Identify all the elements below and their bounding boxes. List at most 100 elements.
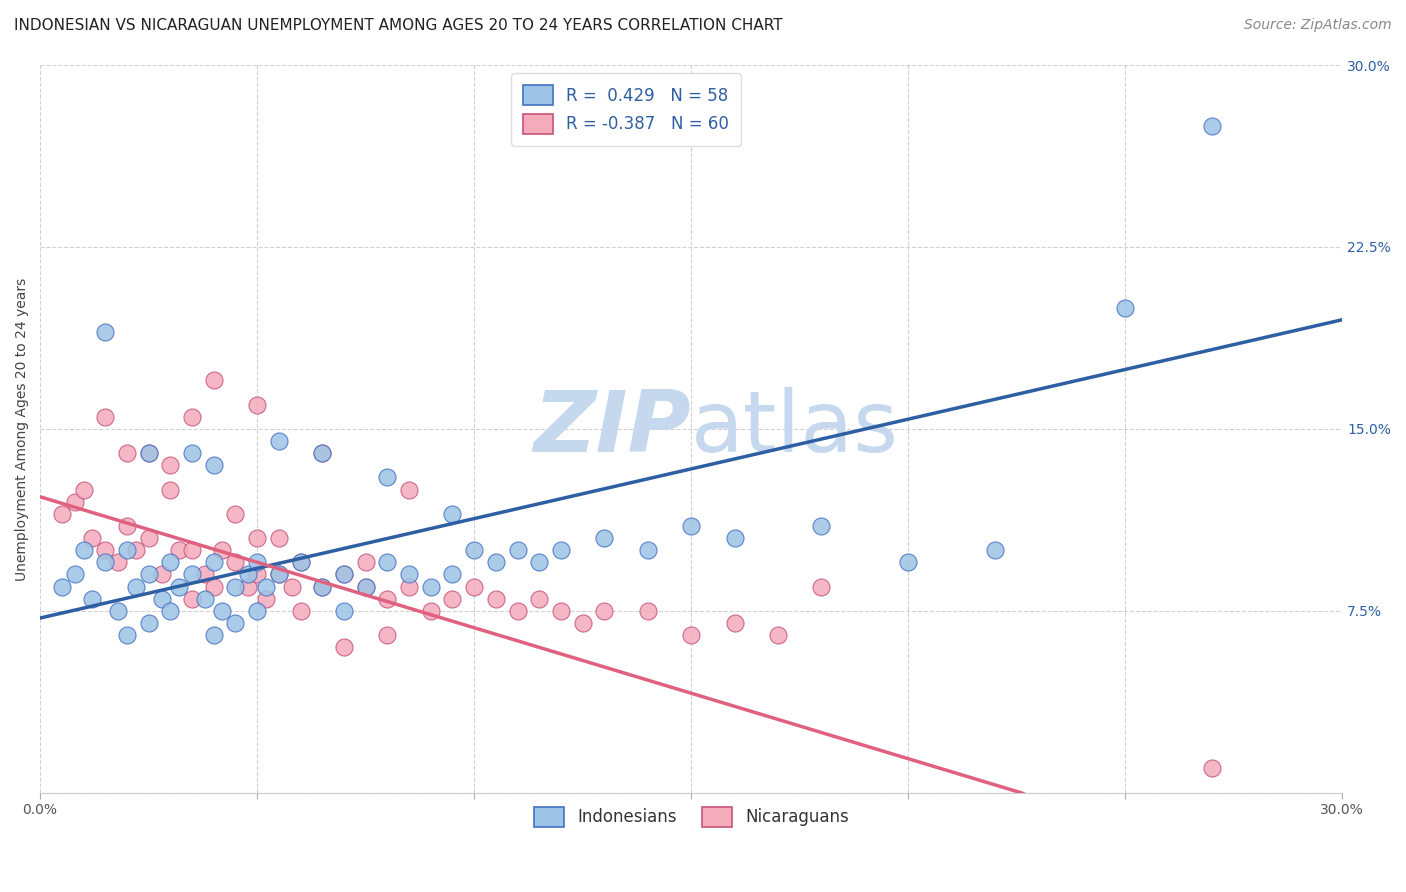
- Point: [333, 640, 356, 654]
- Point: [238, 567, 260, 582]
- Point: [506, 543, 529, 558]
- Point: [107, 555, 129, 569]
- Point: [375, 470, 398, 484]
- Point: [441, 591, 464, 606]
- Point: [246, 398, 269, 412]
- Point: [138, 615, 160, 630]
- Point: [419, 580, 441, 594]
- Point: [419, 604, 441, 618]
- Point: [224, 580, 246, 594]
- Point: [550, 543, 572, 558]
- Point: [159, 458, 181, 473]
- Point: [181, 446, 204, 460]
- Point: [1201, 761, 1223, 775]
- Point: [63, 567, 86, 582]
- Point: [246, 555, 269, 569]
- Point: [593, 604, 616, 618]
- Point: [202, 373, 225, 387]
- Point: [506, 604, 529, 618]
- Point: [463, 580, 485, 594]
- Point: [637, 543, 659, 558]
- Point: [333, 567, 356, 582]
- Point: [441, 567, 464, 582]
- Point: [550, 604, 572, 618]
- Point: [441, 507, 464, 521]
- Point: [593, 531, 616, 545]
- Point: [1201, 119, 1223, 133]
- Point: [246, 604, 269, 618]
- Text: atlas: atlas: [692, 387, 900, 470]
- Point: [281, 580, 304, 594]
- Point: [94, 409, 117, 424]
- Point: [72, 483, 94, 497]
- Point: [354, 555, 377, 569]
- Point: [1114, 301, 1136, 315]
- Point: [723, 531, 745, 545]
- Point: [254, 580, 277, 594]
- Point: [246, 531, 269, 545]
- Point: [224, 615, 246, 630]
- Point: [398, 483, 420, 497]
- Y-axis label: Unemployment Among Ages 20 to 24 years: Unemployment Among Ages 20 to 24 years: [15, 277, 30, 581]
- Point: [290, 604, 312, 618]
- Point: [224, 507, 246, 521]
- Point: [181, 543, 204, 558]
- Point: [984, 543, 1007, 558]
- Point: [181, 409, 204, 424]
- Point: [723, 615, 745, 630]
- Point: [311, 446, 333, 460]
- Point: [211, 543, 233, 558]
- Point: [810, 580, 832, 594]
- Point: [267, 434, 290, 448]
- Point: [529, 591, 551, 606]
- Point: [51, 580, 73, 594]
- Point: [254, 591, 277, 606]
- Text: Source: ZipAtlas.com: Source: ZipAtlas.com: [1244, 18, 1392, 32]
- Point: [311, 580, 333, 594]
- Point: [159, 483, 181, 497]
- Point: [354, 580, 377, 594]
- Point: [194, 567, 217, 582]
- Point: [94, 543, 117, 558]
- Point: [82, 591, 104, 606]
- Point: [290, 555, 312, 569]
- Text: INDONESIAN VS NICARAGUAN UNEMPLOYMENT AMONG AGES 20 TO 24 YEARS CORRELATION CHAR: INDONESIAN VS NICARAGUAN UNEMPLOYMENT AM…: [14, 18, 783, 33]
- Point: [529, 555, 551, 569]
- Point: [681, 519, 703, 533]
- Point: [810, 519, 832, 533]
- Point: [115, 543, 138, 558]
- Point: [124, 543, 146, 558]
- Point: [202, 580, 225, 594]
- Point: [267, 531, 290, 545]
- Point: [224, 555, 246, 569]
- Point: [167, 580, 190, 594]
- Point: [202, 458, 225, 473]
- Point: [167, 543, 190, 558]
- Point: [267, 567, 290, 582]
- Point: [571, 615, 593, 630]
- Point: [463, 543, 485, 558]
- Point: [681, 628, 703, 642]
- Point: [238, 580, 260, 594]
- Point: [246, 567, 269, 582]
- Point: [159, 555, 181, 569]
- Point: [72, 543, 94, 558]
- Point: [124, 580, 146, 594]
- Point: [290, 555, 312, 569]
- Point: [159, 604, 181, 618]
- Text: ZIP: ZIP: [533, 387, 692, 470]
- Point: [150, 567, 173, 582]
- Point: [398, 567, 420, 582]
- Point: [485, 591, 508, 606]
- Point: [311, 446, 333, 460]
- Point: [138, 446, 160, 460]
- Point: [375, 591, 398, 606]
- Point: [51, 507, 73, 521]
- Point: [138, 531, 160, 545]
- Point: [485, 555, 508, 569]
- Point: [63, 494, 86, 508]
- Point: [181, 567, 204, 582]
- Point: [211, 604, 233, 618]
- Point: [897, 555, 920, 569]
- Point: [181, 591, 204, 606]
